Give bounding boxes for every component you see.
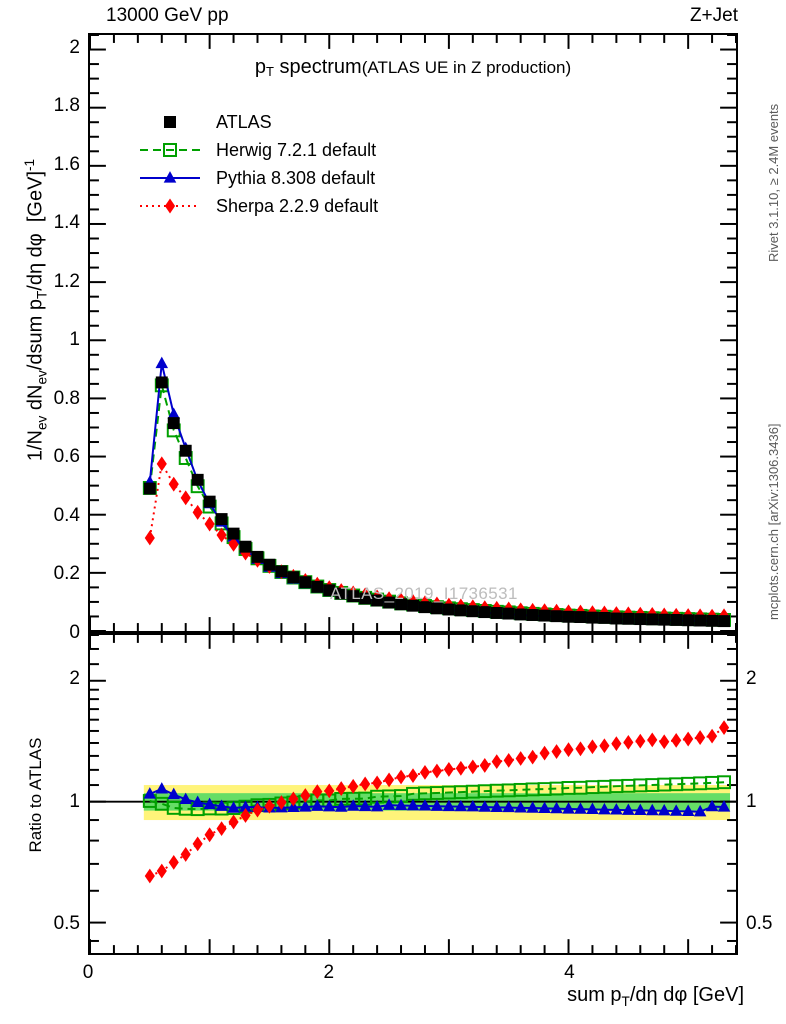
ratio-y-tick-label-right: 0.5 [746, 913, 773, 935]
main-y-tick-label: 0.2 [53, 563, 80, 585]
ratio-y-tick-label-right: 1 [746, 790, 757, 812]
x-axis-title: sum pT/dη dφ [GeV] [567, 984, 744, 1009]
title-rest: spectrum [273, 56, 362, 78]
legend-label: Herwig 7.2.1 default [216, 139, 377, 160]
ratio-y-tick-label-left: 1 [69, 790, 80, 812]
main-y-tick-label: 0 [69, 622, 80, 643]
main-y-tick-label: 1 [69, 329, 80, 351]
legend-marker-square-filled-icon [140, 111, 200, 133]
legend-item: ATLAS [140, 108, 378, 136]
legend-label: Sherpa 2.2.9 default [216, 195, 379, 216]
legend-label: ATLAS [216, 111, 272, 132]
ratio-y-tick-label-right: 2 [746, 668, 757, 690]
legend: ATLAS Herwig 7.2.1 default Pythia 8.308 de… [140, 108, 378, 220]
main-y-tick-label: 1.6 [53, 153, 80, 175]
main-y-tick-label: 2 [69, 36, 80, 58]
beam-energy-label: 13000 GeV pp [106, 5, 229, 26]
title-parenthetical: (ATLAS UE in Z production) [361, 58, 572, 77]
ratio-y-tick-label-left: 2 [69, 668, 80, 690]
rivet-version-caption: Rivet 3.1.10, ≥ 2.4M events [766, 103, 781, 262]
main-y-tick-label: 1.2 [53, 270, 80, 292]
main-y-tick-label: 0.6 [53, 446, 80, 468]
process-label: Z+Jet [689, 5, 738, 26]
plot-title: pT spectrum(ATLAS UE in Z production) [88, 56, 738, 79]
main-plot-canvas [90, 35, 736, 631]
legend-item: Pythia 8.308 default [140, 164, 378, 192]
analysis-watermark: ATLAS_2019_I1736531 [330, 584, 518, 603]
main-y-axis-title: 1/Nev dNev/dsum pT/dη dφ [GeV]-1 [22, 158, 50, 462]
legend-label: Pythia 8.308 default [216, 167, 376, 188]
legend-item: Herwig 7.2.1 default [140, 136, 378, 164]
main-plot-panel [88, 33, 738, 633]
legend-marker-triangle-filled-icon [140, 167, 200, 189]
x-tick-label: 0 [82, 962, 94, 983]
main-y-tick-label: 1.8 [53, 95, 80, 117]
main-y-tick-label: 0.8 [53, 387, 80, 409]
x-tick-label: 4 [564, 962, 575, 983]
title-pt: pT [254, 56, 274, 79]
legend-item: Sherpa 2.2.9 default [140, 192, 378, 220]
ratio-plot-canvas [90, 635, 736, 953]
legend-marker-square-open-icon [140, 139, 200, 161]
main-y-tick-label: 0.4 [53, 504, 80, 526]
x-tick-label: 2 [323, 962, 335, 983]
legend-marker-diamond-filled-icon [140, 195, 200, 217]
ratio-y-tick-label-left: 0.5 [53, 913, 80, 935]
ratio-plot-panel [88, 633, 738, 955]
main-y-tick-label: 1.4 [53, 212, 80, 234]
mcplots-caption: mcplots.cern.ch [arXiv:1306.3436] [766, 423, 781, 620]
